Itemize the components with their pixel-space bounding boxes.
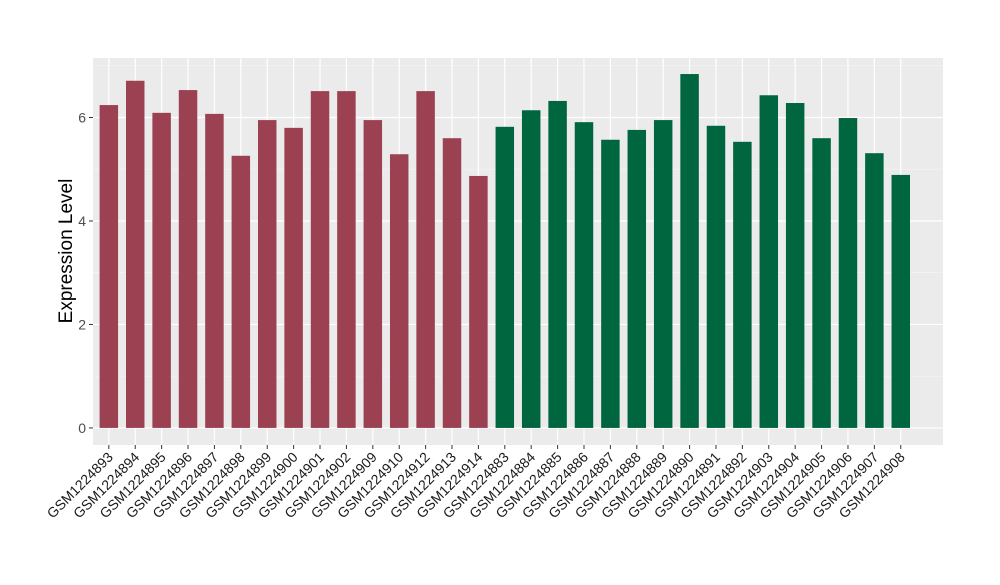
bar-GSM1224903: [759, 95, 779, 428]
bar-GSM1224905: [812, 138, 831, 428]
bar-GSM1224888: [627, 129, 647, 428]
bar-GSM1224893: [99, 105, 119, 428]
bar-GSM1224904: [785, 103, 805, 428]
bar-GSM1224883: [495, 126, 515, 428]
bar-GSM1224910: [389, 154, 409, 428]
y-tick-label: 4: [78, 213, 86, 229]
bar-GSM1224887: [601, 139, 620, 428]
bar-GSM1224913: [442, 138, 462, 428]
bar-GSM1224900: [284, 127, 303, 428]
bar-GSM1224891: [706, 125, 726, 428]
y-axis-label: Expression Level: [56, 179, 77, 324]
bar-GSM1224899: [257, 120, 277, 428]
bar-GSM1224909: [363, 120, 383, 428]
bar-GSM1224884: [521, 110, 541, 428]
y-tick-label: 0: [78, 420, 86, 436]
bar-GSM1224889: [653, 120, 673, 428]
bar-GSM1224908: [891, 174, 911, 428]
y-tick-label: 6: [78, 109, 86, 125]
bar-GSM1224914: [469, 175, 488, 428]
bar-GSM1224894: [125, 80, 145, 428]
bar-GSM1224912: [416, 91, 435, 428]
bar-GSM1224902: [337, 91, 356, 428]
bar-GSM1224898: [231, 155, 251, 428]
bar-GSM1224885: [548, 100, 567, 428]
bar-GSM1224886: [574, 122, 594, 428]
bar-GSM1224892: [733, 141, 752, 428]
bar-GSM1224907: [865, 153, 884, 428]
bar-GSM1224896: [178, 90, 198, 428]
y-tick-label: 2: [78, 316, 86, 332]
bar-GSM1224890: [680, 74, 699, 428]
bar-GSM1224906: [838, 118, 858, 428]
bar-GSM1224901: [310, 91, 330, 428]
bar-GSM1224897: [205, 113, 224, 428]
bar-GSM1224895: [152, 112, 171, 428]
